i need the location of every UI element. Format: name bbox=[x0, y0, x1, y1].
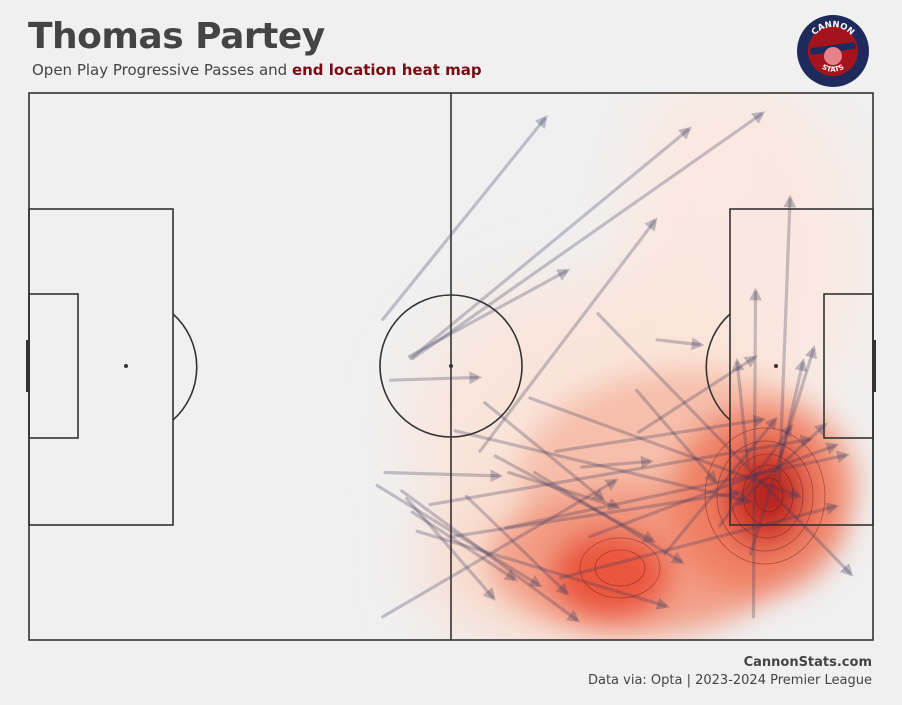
left-penalty-box bbox=[28, 208, 174, 526]
pass-arrow bbox=[411, 111, 766, 360]
pass-arrow bbox=[731, 357, 750, 466]
pass-arrow bbox=[749, 345, 818, 556]
pitch-marks bbox=[26, 340, 876, 392]
left-goal bbox=[26, 340, 30, 392]
pass-arrow bbox=[381, 478, 619, 619]
pass-arrow bbox=[428, 434, 814, 507]
pass-arrow bbox=[779, 358, 808, 457]
pass-arrow bbox=[483, 401, 606, 502]
heat-map bbox=[410, 93, 860, 640]
pass-arrow bbox=[735, 422, 828, 507]
page-title: Thomas Partey bbox=[28, 16, 325, 57]
pass-arrow bbox=[559, 502, 840, 580]
pass-arrow bbox=[410, 510, 518, 582]
pass-arrow bbox=[528, 396, 803, 500]
pass-arrow bbox=[507, 470, 622, 511]
pass-arrow bbox=[400, 489, 581, 623]
pass-arrow bbox=[375, 483, 543, 588]
center-circle bbox=[379, 294, 523, 438]
pass-arrow bbox=[587, 442, 840, 539]
subtitle-highlight: end location heat map bbox=[291, 61, 482, 79]
right-goal bbox=[872, 340, 876, 392]
pass-arrow bbox=[663, 416, 778, 556]
pass-arrow bbox=[415, 529, 670, 610]
pass-arrow bbox=[533, 470, 685, 565]
logo-text-top: CANNON bbox=[810, 20, 856, 38]
pass-arrow bbox=[596, 312, 854, 577]
pass-arrow bbox=[464, 494, 570, 596]
pass-arrow bbox=[409, 126, 692, 360]
pass-arrow bbox=[580, 455, 654, 469]
footer-site: CannonStats.com bbox=[743, 655, 872, 670]
pass-arrow bbox=[449, 487, 743, 539]
pass-arrow bbox=[407, 269, 571, 358]
left-penalty-arc bbox=[172, 313, 198, 421]
pass-arrow bbox=[453, 429, 753, 506]
pass-arrow bbox=[388, 371, 483, 385]
pass-arrows bbox=[375, 111, 854, 623]
left-penalty-spot bbox=[124, 364, 128, 368]
pass-arrow bbox=[635, 388, 718, 484]
pass-arrow bbox=[655, 337, 705, 351]
pass-arrow bbox=[718, 423, 793, 528]
pass-arrow bbox=[383, 469, 504, 483]
subtitle-text: Open Play Progressive Passes and bbox=[32, 61, 292, 79]
left-six-yard-box bbox=[28, 293, 79, 439]
pass-arrow bbox=[504, 450, 850, 530]
logo-text-bottom: STATS bbox=[821, 63, 846, 74]
pass-arrow bbox=[381, 114, 548, 321]
cannon-stats-logo: CANNON STATS bbox=[797, 15, 869, 87]
pass-arrow bbox=[777, 194, 797, 483]
pass-arrow bbox=[749, 287, 762, 619]
right-penalty-spot bbox=[774, 364, 778, 368]
pass-arrow bbox=[493, 454, 656, 543]
page-subtitle: Open Play Progressive Passes and end loc… bbox=[32, 61, 482, 79]
center-spot bbox=[449, 364, 453, 368]
pass-arrow bbox=[405, 496, 496, 601]
pass-arrow bbox=[478, 217, 658, 453]
pass-arrow bbox=[554, 414, 767, 453]
right-penalty-arc bbox=[705, 313, 731, 421]
footer-source: Data via: Opta | 2023-2024 Premier Leagu… bbox=[587, 673, 872, 688]
logo-ball-icon bbox=[824, 47, 842, 65]
